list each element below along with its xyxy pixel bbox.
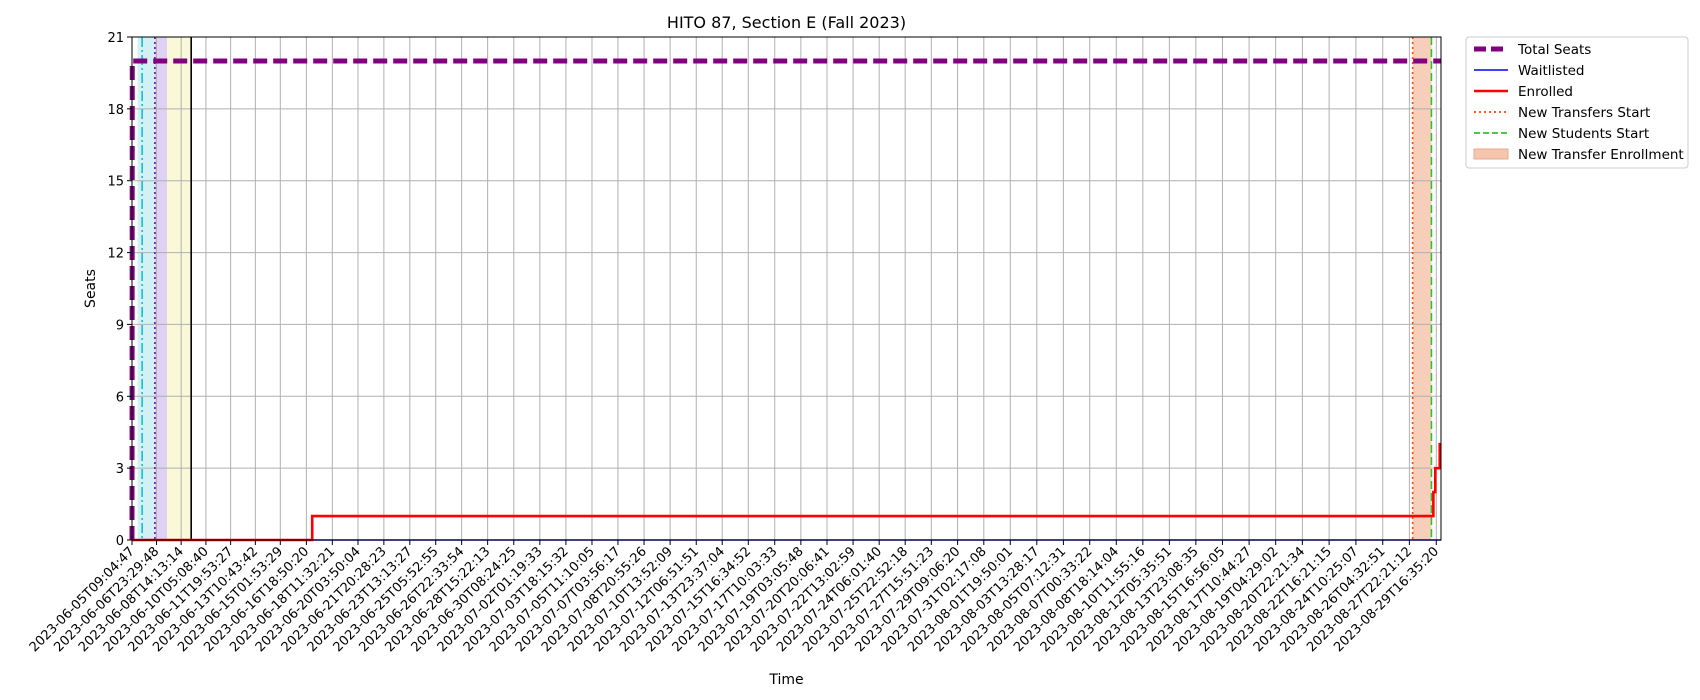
series-enrolled <box>132 442 1442 542</box>
span-2 <box>154 37 167 540</box>
span-1 <box>137 37 155 540</box>
y-tick-label-2: 6 <box>116 390 124 405</box>
y-tick-label-3: 9 <box>116 318 124 333</box>
series-total-seats <box>129 58 1441 541</box>
legend-label-5: New Transfer Enrollment <box>1518 147 1684 163</box>
x-axis-title: Time <box>768 672 803 688</box>
span-0 <box>1412 37 1432 540</box>
event-lines <box>141 37 1433 540</box>
span-3 <box>166 37 192 540</box>
y-tick-label-6: 18 <box>107 103 124 118</box>
legend-label-0: Total Seats <box>1517 42 1591 58</box>
grid-lines <box>131 36 1441 541</box>
legend-label-2: Enrolled <box>1518 84 1573 100</box>
legend-label-4: New Students Start <box>1518 126 1649 142</box>
x-axis-ticks: 2023-06-05T09:04:472023-06-06T23:29:4820… <box>27 540 1442 655</box>
y-tick-label-4: 12 <box>107 247 124 262</box>
legend-label-1: Waitlisted <box>1518 63 1585 79</box>
chart-title: HITO 87, Section E (Fall 2023) <box>667 13 906 32</box>
legend: Total Seats Waitlisted Enrolled New Transfe… <box>1465 36 1689 169</box>
legend-box <box>1465 36 1689 169</box>
legend-label-3: New Transfers Start <box>1518 105 1650 121</box>
y-tick-label-5: 15 <box>107 175 124 190</box>
y-axis-title: Seats <box>83 269 99 308</box>
y-tick-label-1: 3 <box>116 462 124 477</box>
plot-frame <box>131 36 1442 541</box>
y-tick-label-0: 0 <box>116 534 124 549</box>
legend-handle-5 <box>1473 148 1509 160</box>
y-tick-label-7: 21 <box>107 31 124 46</box>
y-axis-ticks: 0 3 6 9 12 15 18 21 <box>107 31 132 549</box>
shaded-spans <box>137 37 1432 540</box>
